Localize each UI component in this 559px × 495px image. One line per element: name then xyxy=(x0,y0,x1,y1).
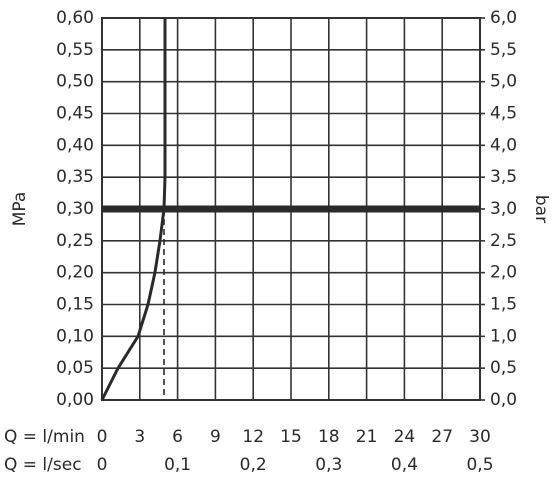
y2-tick-label: 2,0 xyxy=(490,263,517,283)
y-tick-label: 0,25 xyxy=(56,231,94,251)
x-tick-label: 6 xyxy=(172,427,183,447)
y2-tick-label: 5,0 xyxy=(490,72,517,92)
x-tick-label: 24 xyxy=(394,427,416,447)
x-tick-label: 9 xyxy=(210,427,221,447)
y2-tick-label: 6,0 xyxy=(490,8,517,28)
x-tick-label: 3 xyxy=(134,427,145,447)
y-tick-label: 0,35 xyxy=(56,167,94,187)
y2-tick-label: 1,0 xyxy=(490,326,517,346)
y2-axis-label: bar xyxy=(531,195,551,223)
x-tick-label: 12 xyxy=(242,427,264,447)
y-tick-label: 0,30 xyxy=(56,199,94,219)
x2-tick-label: 0,1 xyxy=(164,455,191,475)
y2-tick-label: 5,5 xyxy=(490,40,517,60)
y-tick-label: 0,40 xyxy=(56,135,94,155)
y2-tick-label: 0,0 xyxy=(490,390,517,410)
x-axis-label: Q = l/min xyxy=(4,427,85,447)
x2-tick-label: 0,5 xyxy=(466,455,493,475)
x-tick-label: 27 xyxy=(431,427,453,447)
x-tick-label: 15 xyxy=(280,427,302,447)
y-axis-label: MPa xyxy=(10,192,30,227)
x-tick-label: 0 xyxy=(97,427,108,447)
y-tick-label: 0,10 xyxy=(56,326,94,346)
curve xyxy=(100,18,167,401)
y-tick-label: 0,50 xyxy=(56,72,94,92)
y-tick-label: 0,60 xyxy=(56,8,94,28)
y2-tick-label: 4,0 xyxy=(490,135,517,155)
y2-tick-label: 2,5 xyxy=(490,231,517,251)
x2-tick-label: 0 xyxy=(97,455,108,475)
y2-tick-label: 4,5 xyxy=(490,104,517,124)
y2-tick-label: 0,5 xyxy=(490,358,517,378)
y-tick-label: 0,45 xyxy=(56,104,94,124)
x-tick-label: 30 xyxy=(469,427,491,447)
x-tick-label: 18 xyxy=(318,427,340,447)
y-tick-label: 0,20 xyxy=(56,263,94,283)
y-tick-label: 0,55 xyxy=(56,40,94,60)
x2-tick-label: 0,4 xyxy=(391,455,418,475)
x2-tick-label: 0,2 xyxy=(240,455,267,475)
y2-tick-label: 3,5 xyxy=(490,167,517,187)
y2-tick-label: 1,5 xyxy=(490,295,517,315)
y-tick-label: 0,15 xyxy=(56,295,94,315)
y-tick-label: 0,05 xyxy=(56,358,94,378)
y-tick-label: 0,00 xyxy=(56,390,94,410)
x2-axis-label: Q = l/sec xyxy=(4,455,82,475)
x2-tick-label: 0,3 xyxy=(315,455,342,475)
x-tick-label: 21 xyxy=(356,427,378,447)
y2-tick-label: 3,0 xyxy=(490,199,517,219)
